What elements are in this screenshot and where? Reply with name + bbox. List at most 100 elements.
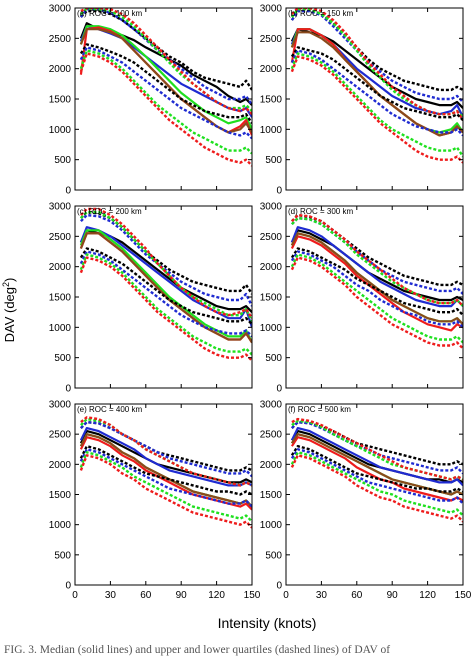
series-line-red-solid-3 — [79, 436, 252, 511]
y-tick-label: 1000 — [49, 323, 72, 334]
y-tick-label: 2000 — [49, 64, 72, 75]
y-tick-label: 0 — [65, 581, 71, 592]
panel-a: 0 500 1000 1500 2000 2500 3000 (a) ROC = 100 km — [49, 4, 253, 197]
series-line-blue-solid-1 — [79, 25, 252, 118]
x-tick-label: 30 — [105, 590, 117, 601]
panel-b: 0 500 1000 1500 2000 2500 3000 (b) ROC = 150 km — [260, 4, 464, 197]
series-line-brown-solid-4 — [290, 31, 463, 137]
series-line-red-solid-3 — [79, 26, 252, 136]
x-tick-label: 0 — [72, 590, 78, 601]
y-tick-label: 0 — [65, 384, 71, 395]
y-axis-label-close: ) — [2, 278, 17, 282]
series-line-black-solid-0 — [290, 229, 463, 302]
series-line-brown-solid-4 — [79, 28, 252, 134]
panel-title: (b) ROC = 150 km — [288, 9, 353, 18]
series-line-green-dashed-11 — [290, 451, 463, 517]
panel-d: 0 500 1000 1500 2000 2500 3000 (d) ROC = 300 km — [260, 202, 464, 395]
series-line-black-dashed-5 — [291, 213, 463, 287]
y-tick-label: 1500 — [49, 490, 72, 501]
series-line-blue-dashed-10 — [290, 250, 463, 329]
y-axis-label: DAV (deg2) — [1, 278, 17, 343]
x-tick-label: 60 — [351, 590, 363, 601]
y-tick-label: 1000 — [260, 125, 283, 136]
series-line-green-solid-2 — [290, 28, 463, 134]
panel-title: (e) ROC = 400 km — [77, 405, 142, 414]
series-line-black-solid-0 — [79, 22, 252, 106]
x-tick-label: 120 — [419, 590, 436, 601]
y-tick-label: 2500 — [49, 232, 72, 243]
series-line-green-solid-2 — [79, 25, 252, 130]
x-tick-label: 30 — [316, 590, 328, 601]
series-line-blue-solid-1 — [79, 427, 252, 487]
y-tick-label: 2500 — [49, 430, 72, 441]
series-line-black-dashed-9 — [79, 445, 252, 496]
series-line-red-dashed-12 — [79, 52, 252, 167]
series-line-brown-solid-4 — [290, 232, 463, 326]
series-group — [290, 417, 463, 523]
series-line-blue-dashed-6 — [80, 213, 252, 307]
series-line-blue-solid-1 — [290, 226, 463, 308]
series-line-green-dashed-11 — [79, 451, 252, 523]
series-line-blue-solid-1 — [290, 427, 463, 487]
y-tick-label: 2500 — [260, 232, 283, 243]
series-line-black-dashed-9 — [290, 46, 463, 122]
y-tick-label: 0 — [276, 384, 282, 395]
series-line-black-dashed-5 — [290, 9, 463, 92]
series-line-blue-dashed-6 — [290, 9, 463, 103]
y-tick-label: 0 — [276, 186, 282, 197]
series-line-green-dashed-7 — [291, 419, 463, 481]
y-tick-label: 1000 — [260, 323, 283, 334]
series-group — [290, 213, 463, 350]
panel-frame — [285, 7, 464, 191]
x-tick-label: 150 — [455, 590, 472, 601]
y-tick-label: 3000 — [260, 4, 283, 15]
series-line-brown-solid-4 — [290, 433, 463, 496]
series-line-black-dashed-5 — [291, 420, 463, 466]
series-group — [79, 416, 252, 529]
x-tick-label: 60 — [140, 590, 152, 601]
series-line-blue-dashed-10 — [290, 448, 463, 505]
panel-frame — [74, 403, 253, 586]
panel-frame — [74, 7, 253, 191]
x-tick-label: 150 — [244, 590, 261, 601]
series-line-blue-dashed-6 — [291, 216, 463, 295]
series-group — [79, 8, 252, 167]
y-tick-label: 1500 — [260, 95, 283, 106]
y-tick-label: 1000 — [49, 125, 72, 136]
series-line-red-solid-3 — [290, 28, 463, 137]
series-line-red-dashed-8 — [291, 417, 463, 481]
series-line-red-dashed-12 — [290, 55, 463, 164]
series-line-green-dashed-7 — [80, 417, 252, 487]
y-tick-label: 500 — [54, 550, 71, 561]
y-tick-label: 3000 — [49, 4, 72, 15]
y-tick-label: 2500 — [260, 430, 283, 441]
y-tick-label: 1000 — [49, 520, 72, 531]
y-tick-label: 3000 — [49, 400, 72, 411]
y-tick-label: 2000 — [260, 262, 283, 273]
figure-caption: FIG. 3. Median (solid lines) and upper a… — [4, 644, 391, 656]
panel-f: 0 500 1000 1500 2000 2500 3000 0 30 60 90 120 150 (f)… — [260, 400, 472, 602]
panel-title: (d) ROC = 300 km — [288, 207, 353, 216]
series-line-black-solid-0 — [79, 430, 252, 484]
x-tick-label: 120 — [208, 590, 225, 601]
series-line-red-dashed-8 — [291, 8, 463, 121]
panel-frame — [285, 205, 464, 389]
y-tick-label: 1500 — [49, 293, 72, 304]
panel-title: (c) ROC = 200 km — [77, 207, 142, 216]
x-axis-label: Intensity (knots) — [218, 615, 317, 631]
series-line-green-solid-2 — [79, 229, 252, 343]
y-tick-label: 500 — [54, 155, 71, 166]
y-tick-label: 2000 — [49, 262, 72, 273]
y-tick-label: 2000 — [260, 64, 283, 75]
series-line-blue-dashed-10 — [79, 46, 252, 140]
series-line-red-dashed-12 — [79, 256, 252, 362]
series-line-black-dashed-9 — [79, 247, 252, 326]
y-tick-label: 3000 — [260, 400, 283, 411]
series-group — [290, 8, 463, 164]
series-line-blue-solid-1 — [79, 226, 252, 328]
series-line-black-dashed-9 — [79, 43, 252, 124]
y-tick-label: 0 — [65, 186, 71, 197]
x-tick-label: 90 — [387, 590, 399, 601]
series-line-red-dashed-8 — [80, 8, 252, 116]
